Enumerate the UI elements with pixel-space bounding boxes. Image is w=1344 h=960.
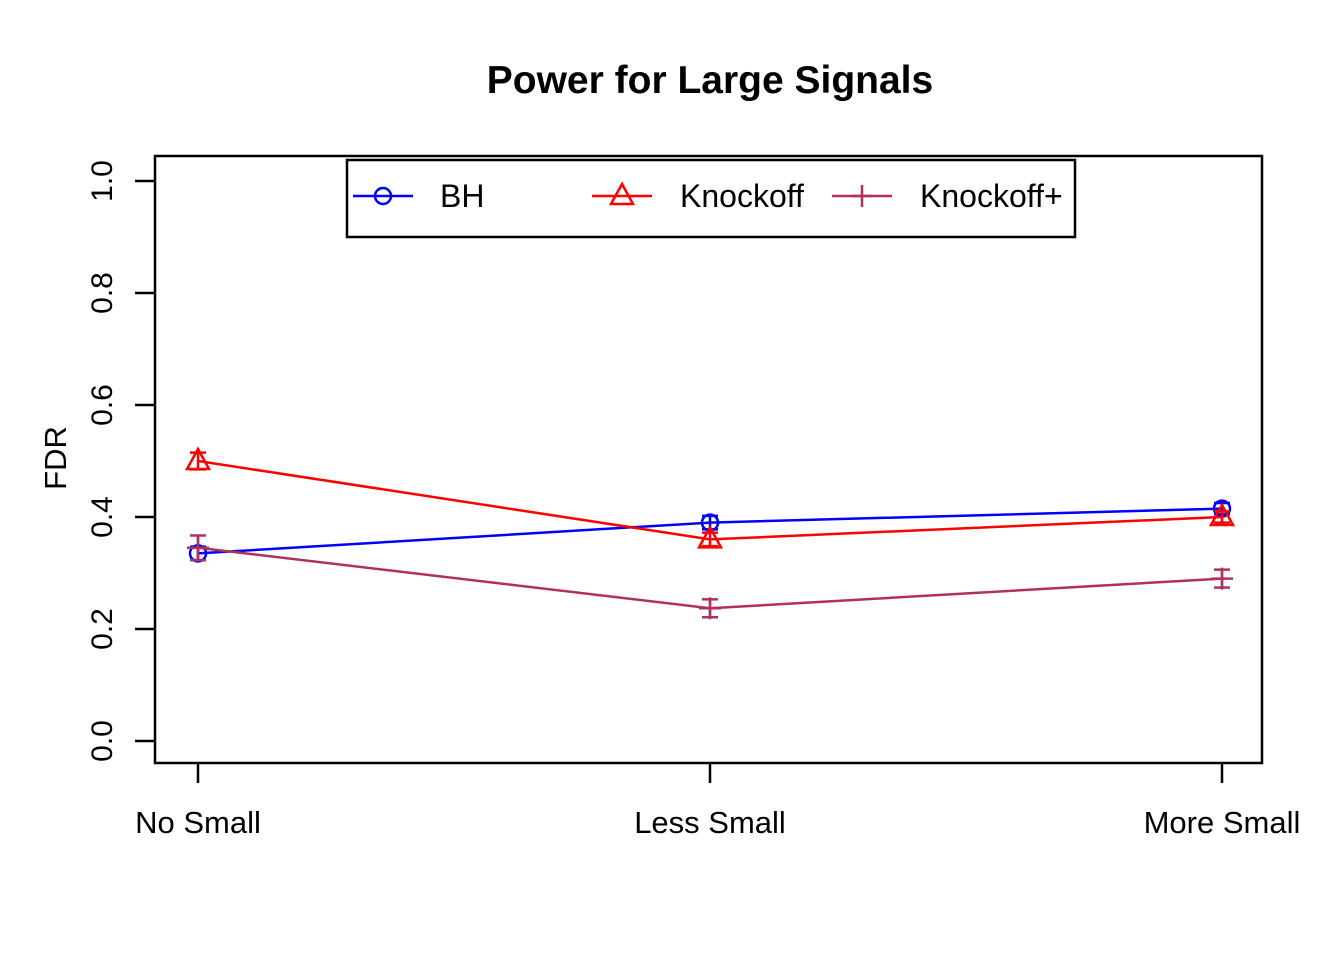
circle-marker	[700, 513, 720, 532]
y-tick-label: 0.4	[86, 496, 119, 538]
chart-title: Power for Large Signals	[487, 59, 933, 102]
legend-label: BH	[440, 178, 484, 214]
triangle-marker	[608, 181, 636, 206]
series-knockoff	[184, 446, 1236, 549]
legend-label: Knockoff+	[920, 178, 1063, 214]
series-group	[184, 446, 1236, 620]
triangle-marker	[1208, 502, 1236, 527]
y-tick-label: 1.0	[86, 160, 119, 202]
axes-group: 0.0 0.2 0.4 0.6 0.8 1.0 No Small Less Small More…	[86, 154, 1301, 840]
legend-item-bh: BH	[353, 178, 484, 214]
plot-box	[153, 154, 1264, 765]
legend-label: Knockoff	[680, 178, 804, 214]
legend-item-knockoff: Knockoff+	[832, 178, 1063, 214]
y-axis-label: FDR	[38, 426, 73, 490]
plus-marker	[699, 597, 721, 620]
triangle-marker	[696, 524, 724, 549]
circle-marker	[373, 186, 393, 206]
triangle-marker	[184, 446, 212, 471]
legend-group: BH Knockoff Knockoff+	[345, 158, 1077, 239]
legend-item-knockoff: Knockoff	[592, 178, 804, 214]
x-tick-label: More Small	[1144, 805, 1301, 840]
series-knockoff	[187, 534, 1233, 620]
y-tick-label: 0.2	[86, 608, 119, 650]
y-tick-label: 0.0	[86, 720, 119, 762]
y-tick-label: 0.6	[86, 384, 119, 426]
y-tick-label: 0.8	[86, 272, 119, 314]
legend-box	[345, 158, 1077, 239]
plus-marker	[1211, 567, 1233, 590]
x-tick-label: No Small	[135, 805, 261, 840]
plus-marker	[187, 536, 209, 559]
plus-marker	[851, 185, 873, 207]
x-tick-label: Less Small	[634, 805, 786, 840]
series-bh	[188, 499, 1232, 563]
